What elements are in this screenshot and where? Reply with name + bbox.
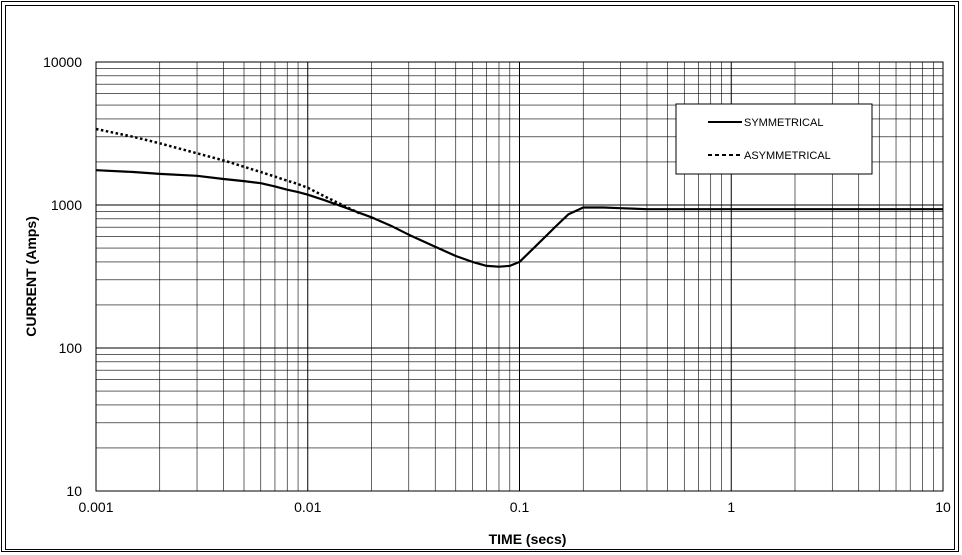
legend-box: [675, 103, 873, 175]
y-axis-title: CURRENT (Amps): [23, 216, 39, 337]
x-tick-labels: 0.001 0.01 0.1 1 10: [78, 499, 951, 515]
plot-area: [95, 61, 944, 492]
series-line-symmetrical: [95, 169, 943, 268]
x-tick-label: 0.001: [78, 499, 113, 515]
chart-inner-border: [5, 5, 955, 550]
series-line-asymmetrical: [95, 127, 363, 216]
legend-label-asymmetrical: ASYMMETRICAL: [744, 150, 831, 162]
y-tick-label: 10: [66, 483, 82, 499]
y-tick-label: 1000: [51, 197, 82, 213]
x-tick-label: 1: [727, 499, 735, 515]
legend-label-symmetrical: SYMMETRICAL: [744, 117, 823, 129]
x-tick-label: 0.01: [294, 499, 321, 515]
y-tick-label: 10000: [43, 54, 82, 70]
legend: SYMMETRICAL ASYMMETRICAL: [675, 103, 873, 175]
series-layer: [95, 127, 943, 268]
x-tick-label: 10: [935, 499, 951, 515]
x-axis-title: TIME (secs): [489, 531, 567, 547]
x-tick-label: 0.1: [510, 499, 530, 515]
y-tick-label: 100: [59, 340, 83, 356]
y-tick-labels: 10 100 1000 10000: [43, 54, 82, 499]
